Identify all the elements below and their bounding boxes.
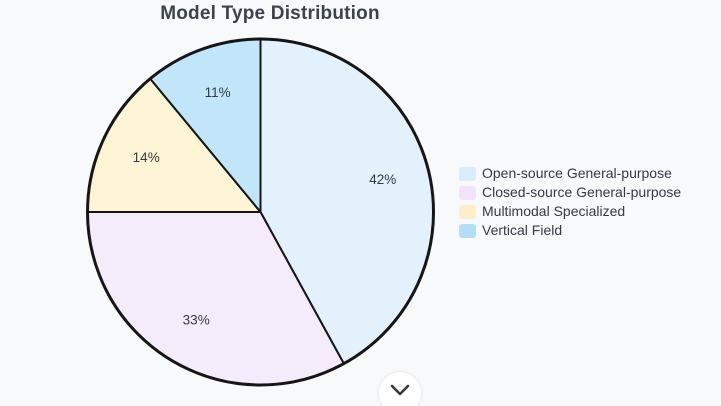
chart-title: Model Type Distribution bbox=[160, 3, 380, 24]
legend-swatch-icon bbox=[459, 204, 476, 219]
chart-legend: Open-source General-purpose Closed-source… bbox=[459, 164, 681, 240]
pie-slice-label: 33% bbox=[183, 312, 210, 327]
legend-item-2[interactable]: Closed-source General-purpose bbox=[459, 183, 681, 202]
legend-swatch-icon bbox=[459, 185, 476, 200]
legend-label: Closed-source General-purpose bbox=[482, 184, 682, 200]
legend-item-1[interactable]: Open-source General-purpose bbox=[459, 164, 681, 183]
scroll-down-button[interactable] bbox=[378, 371, 422, 406]
chevron-down-icon bbox=[390, 384, 410, 396]
pie-outline bbox=[86, 37, 435, 387]
legend-swatch-icon bbox=[459, 166, 476, 181]
legend-item-4[interactable]: Vertical Field bbox=[459, 221, 681, 240]
pie-slice-label: 42% bbox=[369, 172, 396, 187]
pie-slice-label: 14% bbox=[133, 150, 160, 165]
legend-item-3[interactable]: Multimodal Specialized bbox=[459, 202, 681, 221]
legend-label: Vertical Field bbox=[482, 222, 563, 238]
legend-label: Multimodal Specialized bbox=[482, 203, 626, 219]
pie-slice-label: 11% bbox=[205, 85, 231, 100]
legend-swatch-icon bbox=[459, 223, 476, 238]
legend-label: Open-source General-purpose bbox=[482, 165, 672, 181]
